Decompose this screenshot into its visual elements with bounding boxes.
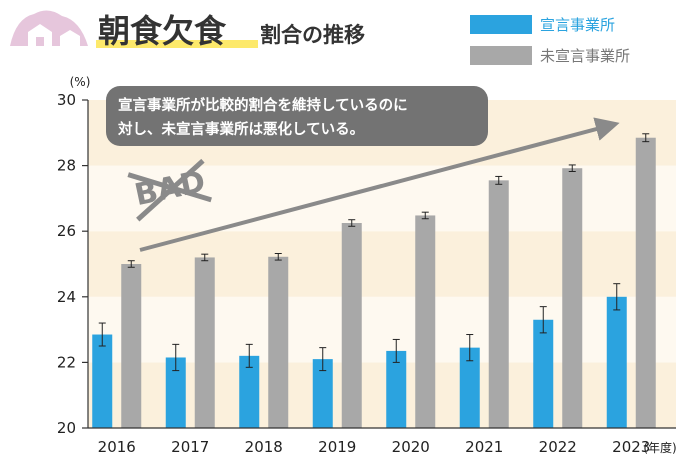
legend-swatch-undeclared: [470, 46, 532, 65]
callout: 宣言事業所が比較的割合を維持しているのに 対し、未宣言事業所は悪化している。: [106, 86, 488, 146]
legend-label-declared: 宣言事業所: [540, 16, 615, 34]
bar-declared-2016: [92, 334, 113, 428]
x-tick-label: 2017: [171, 438, 209, 456]
bar-declared-2021: [459, 347, 480, 428]
page-title: 朝食欠食: [98, 12, 227, 50]
bar-declared-2019: [312, 359, 333, 428]
bar-declared-2023: [606, 296, 627, 428]
house-icon: [10, 10, 88, 47]
callout-line-1: 宣言事業所が比較的割合を維持しているのに: [118, 96, 408, 114]
x-tick-label: 2016: [98, 438, 136, 456]
y-tick-label: 22: [57, 353, 76, 371]
y-axis-unit: (%): [70, 75, 91, 89]
y-axis: 20 22 24 26 28 30 (%): [57, 75, 90, 437]
bar-undeclared-2021: [488, 180, 509, 428]
legend: 宣言事業所 未宣言事業所: [470, 15, 630, 65]
bar-undeclared-2023: [635, 137, 656, 428]
y-tick-label: 28: [57, 157, 76, 175]
y-tick-label: 20: [57, 419, 76, 437]
header: 朝食欠食 割合の推移: [10, 10, 365, 50]
bar-undeclared-2022: [562, 168, 583, 428]
page-subtitle: 割合の推移: [260, 23, 365, 47]
bar-declared-2018: [239, 355, 260, 428]
bad-stamp-strike-2: [136, 158, 205, 222]
x-tick-label: 2023: [612, 438, 650, 456]
bar-undeclared-2017: [194, 257, 215, 428]
title-highlight: [96, 40, 258, 48]
legend-swatch-declared: [470, 15, 532, 34]
bar-declared-2022: [533, 319, 554, 428]
x-tick-label: 2022: [539, 438, 577, 456]
x-axis: 2016 2017 2018 2019 2020 2021 2022 2023(年度): [88, 427, 677, 456]
bar-declared-2020: [386, 350, 407, 428]
y-tick-label: 30: [57, 91, 76, 109]
bar-undeclared-2018: [268, 256, 289, 428]
x-tick-label: 2018: [245, 438, 283, 456]
bar-undeclared-2019: [341, 223, 362, 428]
bar-declared-2017: [165, 357, 186, 428]
x-tick-label: 2020: [392, 438, 430, 456]
bar-undeclared-2020: [415, 215, 436, 428]
trend-arrow: [139, 117, 620, 252]
x-tick-label: 2021: [465, 438, 503, 456]
bad-stamp-strike-1: [127, 172, 212, 203]
callout-line-2: 対し、未宣言事業所は悪化している。: [117, 120, 364, 138]
y-tick-label: 24: [57, 288, 76, 306]
y-tick-label: 26: [57, 222, 76, 240]
bar-undeclared-2016: [121, 264, 142, 428]
x-axis-unit: (年度): [643, 440, 676, 455]
legend-label-undeclared: 未宣言事業所: [540, 47, 630, 65]
x-tick-label: 2019: [318, 438, 356, 456]
callout-box: [106, 86, 488, 146]
bars: [92, 133, 656, 428]
